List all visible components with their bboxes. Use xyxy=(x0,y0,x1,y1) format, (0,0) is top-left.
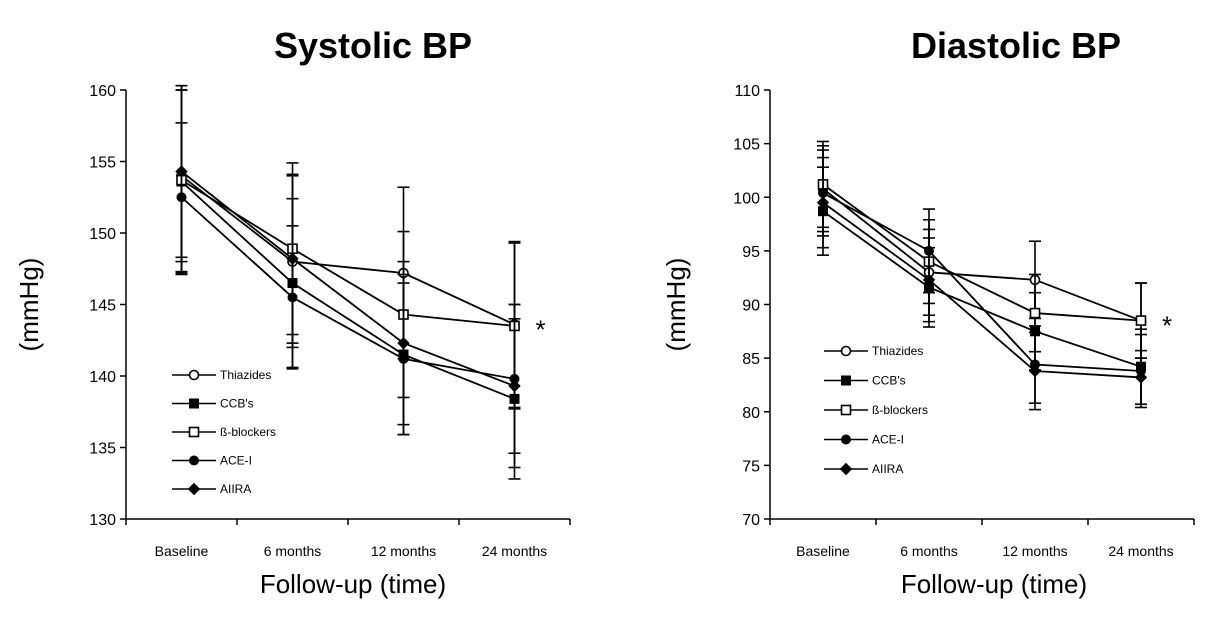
legend-label: ACE-I xyxy=(220,454,252,468)
data-point xyxy=(508,379,521,393)
series-line xyxy=(822,187,1142,322)
chart-title: Diastolic BP xyxy=(911,25,1121,66)
series-line xyxy=(822,201,1142,379)
x-tick-label: 12 months xyxy=(1002,543,1067,559)
legend-label: Thiazides xyxy=(220,368,271,382)
series-line xyxy=(180,170,515,387)
series-aiira xyxy=(175,84,521,469)
y-tick-label: 90 xyxy=(742,298,760,315)
legend: Thiazides CCB's ß-blockers ACE-I AIIRA xyxy=(824,344,928,476)
x-axis-label: Follow-up (time) xyxy=(901,569,1087,599)
x-tick-label: 24 months xyxy=(1108,543,1173,559)
series-blockers xyxy=(175,84,521,410)
legend-marker xyxy=(188,426,200,438)
legend-marker xyxy=(188,369,200,381)
series-line xyxy=(822,192,1142,372)
y-tick-label: 70 xyxy=(742,512,760,529)
x-tick-label: 6 months xyxy=(900,543,958,559)
x-axis-label: Follow-up (time) xyxy=(260,569,446,599)
significance-asterisk: * xyxy=(535,315,545,345)
legend-label: ß-blockers xyxy=(872,403,928,417)
significance-asterisk: * xyxy=(1162,311,1172,341)
legend-label: Thiazides xyxy=(872,344,923,358)
data-point xyxy=(286,252,299,265)
y-tick-label: 140 xyxy=(89,369,116,386)
legend-label: AIIRA xyxy=(220,482,251,496)
y-tick-label: 110 xyxy=(734,83,760,100)
data-point xyxy=(1029,307,1041,319)
series-line xyxy=(822,210,1142,368)
y-tick-label: 145 xyxy=(89,298,116,315)
systolic-chart: Systolic BP 130 135 140 145 150 155 160 Baseline… xyxy=(14,25,571,599)
legend-marker xyxy=(839,462,853,476)
y-tick-label: 135 xyxy=(89,441,116,458)
legend-marker xyxy=(840,404,852,416)
y-tick-label: 150 xyxy=(89,226,116,243)
legend-marker xyxy=(189,398,199,409)
legend-label: CCB's xyxy=(220,397,254,411)
series-line xyxy=(180,180,515,400)
data-point xyxy=(397,336,410,350)
legend-marker xyxy=(187,482,201,496)
data-point xyxy=(1135,315,1147,326)
series-aiira xyxy=(816,156,1148,411)
series-ccb-s xyxy=(175,89,521,480)
data-point xyxy=(1134,371,1148,384)
y-tick-label: 75 xyxy=(742,458,760,475)
y-tick-label: 100 xyxy=(733,190,760,207)
legend-marker xyxy=(189,455,199,466)
x-tick-label: Baseline xyxy=(155,543,209,559)
series-line xyxy=(181,179,515,327)
y-axis-label: (mmHg) xyxy=(14,258,44,352)
legend-marker xyxy=(841,375,851,386)
series-line xyxy=(822,183,1142,322)
x-tick-label: 24 months xyxy=(482,543,547,559)
y-tick-label: 160 xyxy=(89,83,116,100)
legend: Thiazides CCB's ß-blockers ACE-I AIIRA xyxy=(172,368,276,496)
series-line xyxy=(180,175,515,326)
diastolic-chart: Diastolic BP 70 75 80 85 90 95 100 105 110 Baselin… xyxy=(661,25,1195,599)
data-point xyxy=(922,273,936,287)
y-tick-label: 155 xyxy=(89,155,116,172)
data-point xyxy=(175,165,188,178)
legend-label: ACE-I xyxy=(872,433,904,447)
series-thiazides xyxy=(175,89,521,409)
y-tick-label: 130 xyxy=(89,512,116,529)
legend-label: ß-blockers xyxy=(220,425,276,439)
series-ace-i xyxy=(817,149,1147,409)
legend-marker xyxy=(840,345,852,357)
x-tick-label: Baseline xyxy=(796,543,850,559)
y-tick-label: 85 xyxy=(742,351,760,368)
y-tick-label: 105 xyxy=(733,137,760,154)
y-tick-label: 80 xyxy=(742,405,760,422)
legend-label: CCB's xyxy=(872,374,906,388)
legend-marker xyxy=(841,434,851,445)
y-axis-label: (mmHg) xyxy=(661,258,691,352)
legend-label: AIIRA xyxy=(872,462,903,476)
x-tick-label: 12 months xyxy=(371,543,436,559)
chart-title: Systolic BP xyxy=(274,25,472,66)
series-line xyxy=(180,196,515,380)
data-point xyxy=(1028,364,1042,378)
x-tick-label: 6 months xyxy=(264,543,322,559)
y-tick-label: 95 xyxy=(742,244,760,261)
data-point xyxy=(816,196,830,209)
